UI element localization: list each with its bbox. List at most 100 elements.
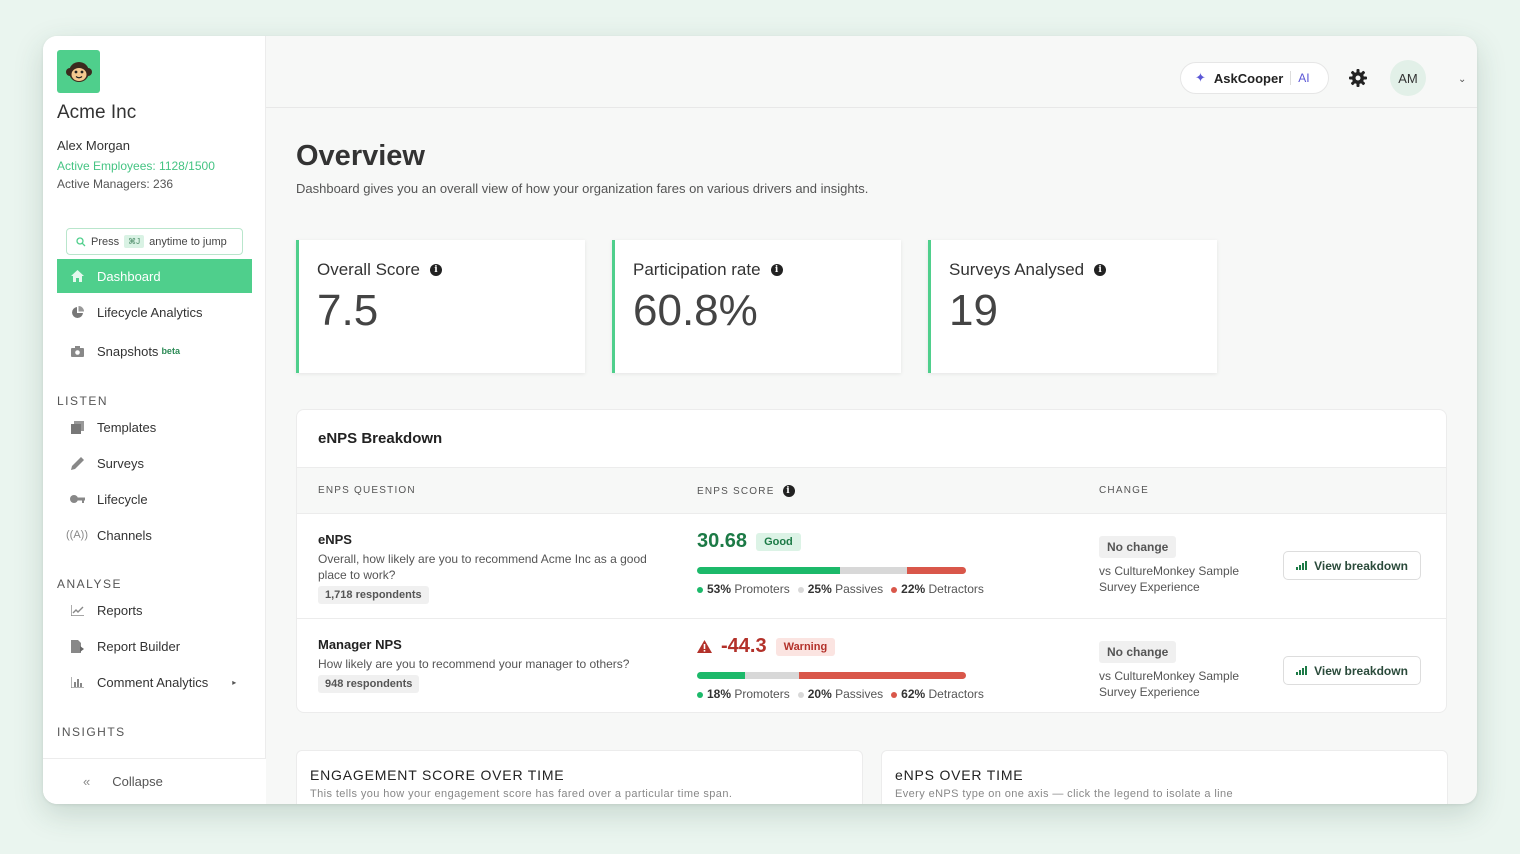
respondents-badge: 1,718 respondents: [318, 586, 429, 604]
gear-icon[interactable]: [1347, 67, 1369, 89]
section-listen: LISTEN: [57, 394, 109, 408]
stat-label: Surveys Analysed: [949, 260, 1085, 279]
double-chevron-left-icon: «: [83, 774, 91, 789]
sidebar-item-reports[interactable]: Reports: [57, 593, 252, 627]
card-title: eNPS OVER TIME: [895, 767, 1024, 783]
table-row: eNPS Overall, how likely are you to reco…: [297, 514, 1446, 618]
view-breakdown-label: View breakdown: [1314, 558, 1408, 573]
signal-bars-icon: [1296, 561, 1308, 570]
jump-shortcut: ⌘J: [124, 235, 145, 248]
sidebar-item-label: Comment Analytics: [97, 674, 209, 690]
search-icon: [76, 236, 86, 246]
status-badge: Warning: [775, 637, 836, 656]
stat-value: 7.5: [317, 286, 379, 335]
sidebar-item-label: Templates: [97, 419, 157, 435]
bar-detractors: [906, 567, 966, 574]
enps-breakdown-card: eNPS Breakdown ENPS QUESTION ENPS SCORE i…: [296, 409, 1447, 713]
ask-cooper-label: AskCooper: [1213, 70, 1284, 86]
view-breakdown-button[interactable]: View breakdown: [1283, 551, 1421, 580]
bar-promoters: [697, 672, 746, 679]
sidebar-item-label: Lifecycle Analytics: [97, 304, 203, 320]
sidebar-item-report-builder[interactable]: Report Builder: [57, 629, 252, 663]
jump-press: Press: [91, 235, 120, 248]
question-text: Overall, how likely are you to recommend…: [318, 552, 647, 582]
pie-icon: [68, 305, 86, 319]
ask-cooper-button[interactable]: ✦ AskCooper AI: [1180, 62, 1329, 94]
org-name: Acme Inc: [57, 102, 137, 123]
info-icon[interactable]: i: [429, 264, 442, 276]
score-block: -44.3 Warning: [697, 635, 836, 658]
sidebar-item-label: Lifecycle: [97, 491, 148, 507]
beta-badge: beta: [161, 346, 180, 356]
change-badge: No change: [1099, 641, 1177, 663]
distribution-legend: 53% Promoters 25% Passives 22% Detractor…: [697, 582, 984, 596]
top-header: ✦ AskCooper AI AM ⌄: [266, 36, 1477, 108]
sparkle-icon: ✦: [1195, 70, 1206, 85]
sidebar-item-templates[interactable]: Templates: [57, 410, 252, 444]
page-title: Overview: [296, 140, 425, 172]
sidebar-item-label: Snapshots: [97, 343, 159, 359]
change-badge: No change: [1099, 536, 1177, 558]
templates-icon: [68, 420, 86, 434]
info-icon[interactable]: i: [770, 264, 783, 276]
stat-label: Overall Score: [317, 260, 420, 279]
promoters-pct: 53%: [707, 582, 732, 596]
enps-title: eNPS Breakdown: [318, 430, 443, 447]
info-icon[interactable]: i: [782, 485, 795, 497]
section-analyse: ANALYSE: [57, 577, 122, 591]
stat-card-overall-score: Overall Score i 7.5: [296, 240, 585, 373]
warning-triangle-icon: [697, 640, 712, 653]
engagement-score-card: ENGAGEMENT SCORE OVER TIME This tells yo…: [296, 750, 863, 804]
camera-icon: [68, 345, 86, 357]
question-title: Manager NPS: [318, 637, 402, 652]
bar-promoters: [697, 567, 840, 574]
enps-table-header: ENPS QUESTION ENPS SCORE i CHANGE: [297, 467, 1446, 514]
stat-label: Participation rate: [633, 260, 761, 279]
home-icon: [68, 270, 86, 282]
sidebar-item-surveys[interactable]: Surveys: [57, 446, 252, 480]
distribution-legend: 18% Promoters 20% Passives 62% Detractor…: [697, 687, 984, 701]
monkey-logo-icon: [65, 61, 92, 82]
ai-label: AI: [1298, 71, 1310, 85]
divider: [1290, 71, 1292, 85]
stat-value: 60.8%: [633, 286, 758, 335]
question-text: How likely are you to recommend your man…: [318, 657, 630, 671]
sidebar-item-snapshots[interactable]: Snapshots beta: [57, 334, 252, 368]
active-managers: Active Managers: 236: [57, 177, 174, 191]
pen-icon: [68, 456, 86, 470]
info-icon[interactable]: i: [1094, 264, 1107, 276]
status-badge: Good: [756, 532, 801, 551]
enps-over-time-card: eNPS OVER TIME Every eNPS type on one ax…: [881, 750, 1448, 804]
col-header-change: CHANGE: [1099, 485, 1149, 496]
view-breakdown-label: View breakdown: [1314, 663, 1408, 678]
sidebar-item-label: Surveys: [97, 455, 144, 471]
bar-chart-icon: [68, 676, 86, 688]
stat-value: 19: [949, 286, 998, 335]
logo[interactable]: [57, 50, 100, 93]
line-chart-icon: [68, 604, 86, 616]
jump-suffix: anytime to jump: [149, 235, 227, 248]
sidebar-item-label: Channels: [97, 527, 152, 543]
app-window: Acme Inc Alex Morgan Active Employees: 1…: [43, 36, 1477, 804]
sidebar-item-comment-analytics[interactable]: Comment Analytics ▸: [57, 665, 252, 699]
bar-passives: [839, 567, 907, 574]
score-block: 30.68 Good: [697, 530, 801, 553]
sidebar-item-lifecycle[interactable]: Lifecycle: [57, 482, 252, 516]
sidebar: Acme Inc Alex Morgan Active Employees: 1…: [43, 36, 266, 804]
table-row: Manager NPS How likely are you to recomm…: [297, 618, 1446, 712]
enps-distribution-bar: [697, 567, 966, 574]
detractors-pct: 22%: [901, 582, 926, 596]
sidebar-item-channels[interactable]: ((A)) Channels: [57, 518, 252, 552]
collapse-button[interactable]: « Collapse: [43, 758, 266, 804]
view-breakdown-button[interactable]: View breakdown: [1283, 656, 1421, 685]
bar-detractors: [799, 672, 966, 679]
quick-jump-search[interactable]: Press ⌘J anytime to jump: [66, 228, 243, 255]
chevron-down-icon[interactable]: ⌄: [1458, 74, 1467, 85]
stat-card-participation-rate: Participation rate i 60.8%: [612, 240, 901, 373]
bar-passives: [745, 672, 800, 679]
key-icon: [68, 494, 86, 504]
avatar[interactable]: AM: [1390, 60, 1426, 96]
sidebar-item-lifecycle-analytics[interactable]: Lifecycle Analytics: [57, 295, 252, 329]
sidebar-item-dashboard[interactable]: Dashboard: [57, 259, 252, 293]
section-insights: INSIGHTS: [57, 725, 126, 739]
